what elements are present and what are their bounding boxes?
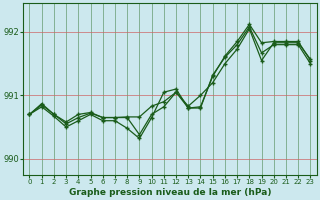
X-axis label: Graphe pression niveau de la mer (hPa): Graphe pression niveau de la mer (hPa) [69, 188, 271, 197]
